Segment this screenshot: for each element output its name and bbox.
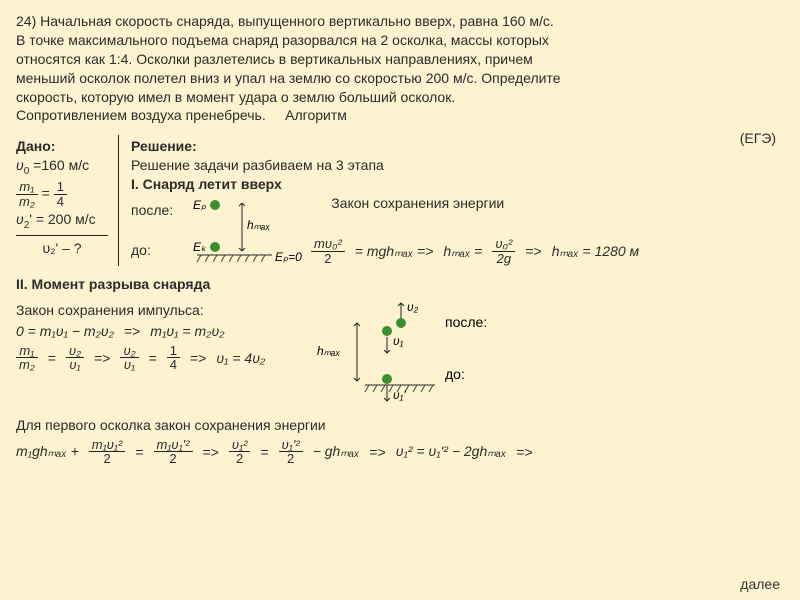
find: υ₂' – ? — [16, 240, 108, 256]
svg-text:υ₂: υ₂ — [407, 300, 419, 314]
given-block: Дано: υ0 =160 м/с m₁m₂ = 14 υ2' = 200 м/… — [16, 135, 119, 265]
solution-title: Решение: — [131, 138, 784, 154]
svg-text:после:: после: — [445, 314, 487, 330]
svg-text:Eₚ: Eₚ — [193, 198, 207, 212]
svg-text:Eₚ=0: Eₚ=0 — [275, 250, 302, 264]
energy-law-label: Закон сохранения энергии — [331, 195, 504, 211]
ege-tag: (ЕГЭ) — [740, 130, 776, 146]
svg-text:hₘₐₓ: hₘₐₓ — [317, 344, 340, 358]
svg-text:υ₁': υ₁' — [393, 388, 406, 402]
stage2: II. Момент разрыва снаряда Закон сохране… — [16, 276, 784, 407]
solution-block: Решение: Решение задачи разбиваем на 3 э… — [119, 135, 784, 265]
svg-text:υ₁: υ₁ — [393, 334, 404, 348]
svg-text:Eₖ: Eₖ — [193, 240, 207, 254]
svg-text:до:: до: — [445, 366, 465, 382]
svg-text:hₘₐₓ: hₘₐₓ — [247, 218, 270, 232]
diagram-stage1: Eₚ Eₖ hₘₐₓ Eₚ=0 — [187, 195, 307, 265]
stage1-equation: mυ₀²2 = mghₘₐₓ => hₘₐₓ = υ₀²2g => hₘₐₓ =… — [311, 237, 784, 265]
stage2-energy: Для первого осколка закон сохранения эне… — [16, 417, 784, 466]
next-link[interactable]: далее — [740, 576, 780, 592]
given-title: Дано: — [16, 138, 108, 154]
problem-statement: 24) Начальная скорость снаряда, выпущенн… — [16, 12, 784, 125]
diagram-stage2: υ₂ υ₁ после: hₘₐₓ — [305, 297, 505, 407]
problem-number: 24) — [16, 13, 36, 29]
